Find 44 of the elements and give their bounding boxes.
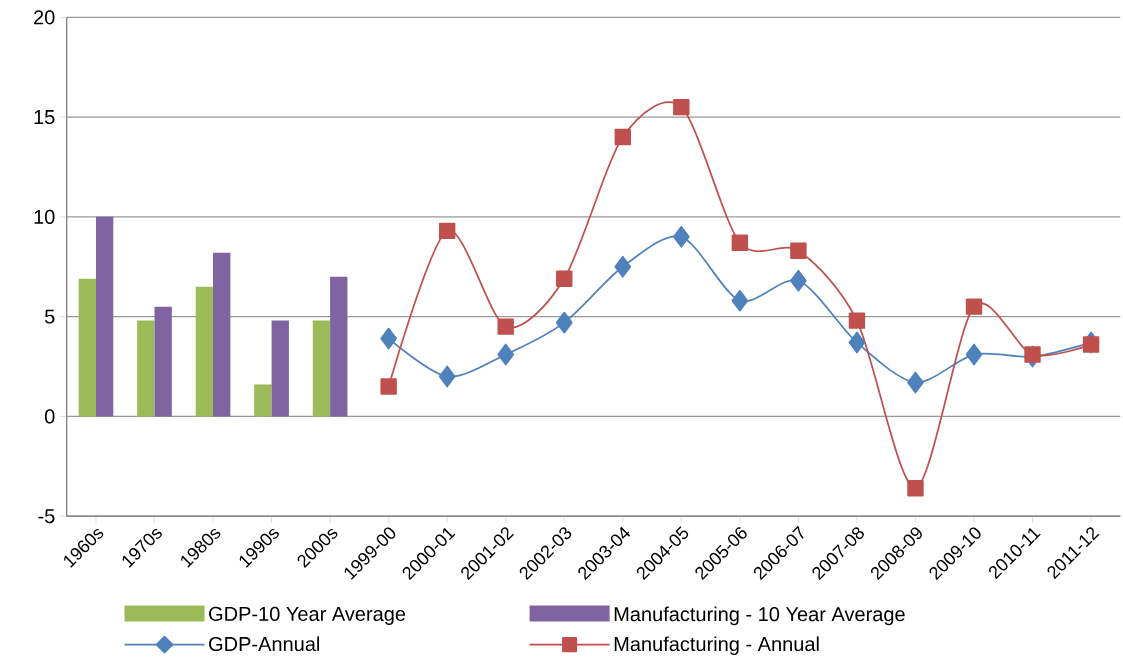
point bbox=[907, 371, 924, 394]
bar bbox=[78, 278, 96, 417]
point bbox=[790, 242, 807, 259]
point bbox=[965, 298, 983, 315]
bar bbox=[254, 384, 272, 417]
legend-label: Manufacturing - 10 Year Average bbox=[614, 606, 905, 626]
point bbox=[380, 327, 398, 350]
point bbox=[380, 378, 397, 395]
point bbox=[497, 318, 514, 335]
point bbox=[731, 289, 749, 312]
bar bbox=[137, 320, 155, 417]
bar bbox=[330, 276, 348, 417]
y-tick-label: 0 bbox=[44, 409, 55, 424]
bar bbox=[213, 252, 231, 417]
point bbox=[1082, 336, 1100, 353]
point bbox=[614, 255, 632, 278]
point bbox=[848, 312, 866, 329]
bar bbox=[271, 320, 289, 417]
y-tick-label: 20 bbox=[34, 10, 55, 25]
bar bbox=[154, 306, 172, 417]
point bbox=[614, 128, 631, 146]
y-tick-label: -5 bbox=[38, 509, 55, 524]
point bbox=[673, 98, 690, 116]
legend-label: Manufacturing - Annual bbox=[614, 636, 819, 655]
bar bbox=[195, 286, 214, 417]
point bbox=[556, 270, 573, 287]
y-tick-label: 15 bbox=[34, 110, 55, 124]
legend-label: GDP-10 Year Average bbox=[209, 606, 406, 625]
point bbox=[438, 365, 456, 388]
y-tick-label: 5 bbox=[44, 309, 55, 324]
point bbox=[555, 311, 573, 334]
point bbox=[848, 331, 866, 354]
point bbox=[672, 225, 690, 248]
point bbox=[907, 479, 924, 497]
y-tick-label: 10 bbox=[34, 209, 55, 224]
bar bbox=[312, 320, 331, 417]
point bbox=[438, 222, 456, 239]
point bbox=[790, 269, 807, 292]
point bbox=[1024, 346, 1041, 363]
bar bbox=[95, 216, 114, 417]
point bbox=[965, 343, 983, 366]
legend-label: GDP-Annual bbox=[209, 636, 320, 651]
point bbox=[497, 343, 515, 366]
point bbox=[731, 234, 749, 251]
